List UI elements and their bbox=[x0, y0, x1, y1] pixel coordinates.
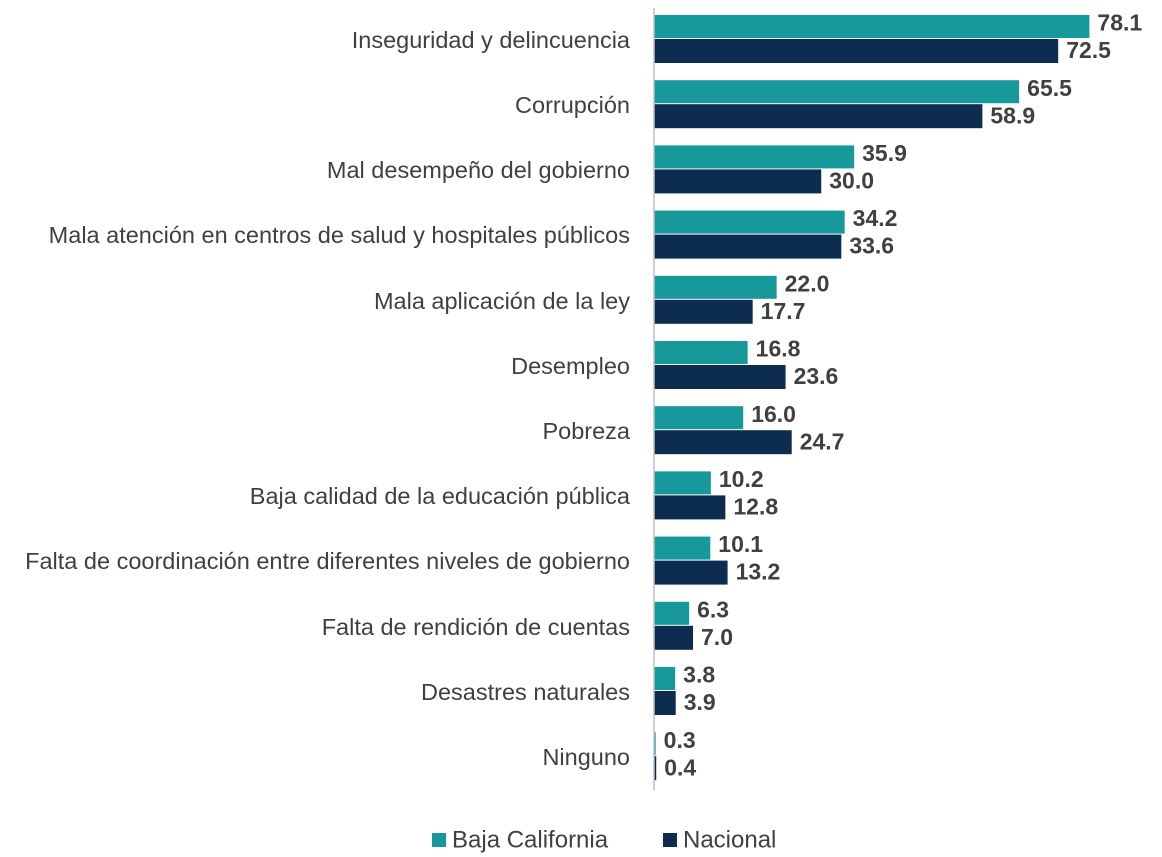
legend-swatch bbox=[663, 833, 677, 847]
value-label: 0.3 bbox=[664, 727, 696, 753]
value-label: 23.6 bbox=[794, 363, 839, 389]
bar bbox=[654, 299, 753, 324]
category-label: Falta de rendición de cuentas bbox=[321, 613, 630, 640]
value-label: 13.2 bbox=[736, 559, 781, 585]
bar bbox=[654, 601, 690, 625]
legend-label: Baja California bbox=[452, 826, 609, 853]
category-label: Desastres naturales bbox=[421, 678, 630, 705]
value-label: 16.0 bbox=[751, 401, 796, 427]
value-label: 17.7 bbox=[761, 298, 806, 324]
legend-swatch bbox=[432, 833, 446, 847]
value-label: 78.1 bbox=[1097, 10, 1142, 36]
legend-label: Nacional bbox=[683, 826, 776, 853]
value-label: 65.5 bbox=[1027, 75, 1072, 101]
value-label: 3.8 bbox=[683, 662, 715, 688]
category-label: Pobreza bbox=[542, 417, 630, 444]
bar bbox=[654, 691, 676, 715]
bar bbox=[654, 80, 1020, 104]
category-label: Falta de coordinación entre diferentes n… bbox=[25, 548, 630, 575]
value-label: 35.9 bbox=[862, 140, 907, 166]
value-label: 16.8 bbox=[756, 336, 801, 362]
bar bbox=[654, 39, 1059, 63]
value-label: 10.2 bbox=[719, 466, 764, 492]
value-label: 7.0 bbox=[701, 624, 733, 650]
value-label: 58.9 bbox=[990, 102, 1035, 128]
bar bbox=[654, 430, 792, 455]
bar bbox=[654, 471, 711, 495]
value-label: 6.3 bbox=[697, 596, 729, 622]
bar bbox=[654, 365, 786, 389]
category-label: Corrupción bbox=[515, 91, 630, 118]
bar bbox=[654, 732, 656, 756]
value-label: 22.0 bbox=[785, 270, 830, 296]
bar bbox=[654, 625, 694, 650]
category-label: Inseguridad y delincuencia bbox=[351, 26, 630, 53]
bar bbox=[654, 560, 728, 585]
category-label: Mala aplicación de la ley bbox=[373, 287, 630, 314]
bar bbox=[654, 536, 711, 560]
bar bbox=[654, 341, 748, 364]
bar bbox=[654, 275, 777, 299]
category-label: Mala atención en centros de salud y hosp… bbox=[48, 222, 630, 249]
bar bbox=[654, 667, 676, 690]
bar bbox=[654, 756, 657, 781]
category-label: Baja calidad de la educación pública bbox=[249, 483, 630, 510]
value-label: 30.0 bbox=[829, 167, 874, 193]
bar bbox=[654, 145, 855, 169]
bar bbox=[654, 169, 822, 194]
bar bbox=[654, 234, 842, 259]
value-label: 0.4 bbox=[664, 754, 696, 780]
category-label: Ninguno bbox=[542, 743, 630, 770]
category-label: Mal desempeño del gobierno bbox=[326, 157, 630, 184]
value-label: 24.7 bbox=[800, 428, 845, 454]
bar bbox=[654, 210, 845, 234]
value-label: 3.9 bbox=[684, 689, 716, 715]
bar bbox=[654, 15, 1090, 38]
value-label: 33.6 bbox=[849, 233, 894, 259]
bar bbox=[654, 104, 983, 129]
value-label: 10.1 bbox=[718, 531, 763, 557]
value-label: 72.5 bbox=[1066, 37, 1111, 63]
value-label: 34.2 bbox=[853, 205, 898, 231]
value-label: 12.8 bbox=[733, 493, 778, 519]
category-label: Desempleo bbox=[511, 352, 630, 379]
bar bbox=[654, 406, 744, 430]
bar bbox=[654, 495, 726, 520]
